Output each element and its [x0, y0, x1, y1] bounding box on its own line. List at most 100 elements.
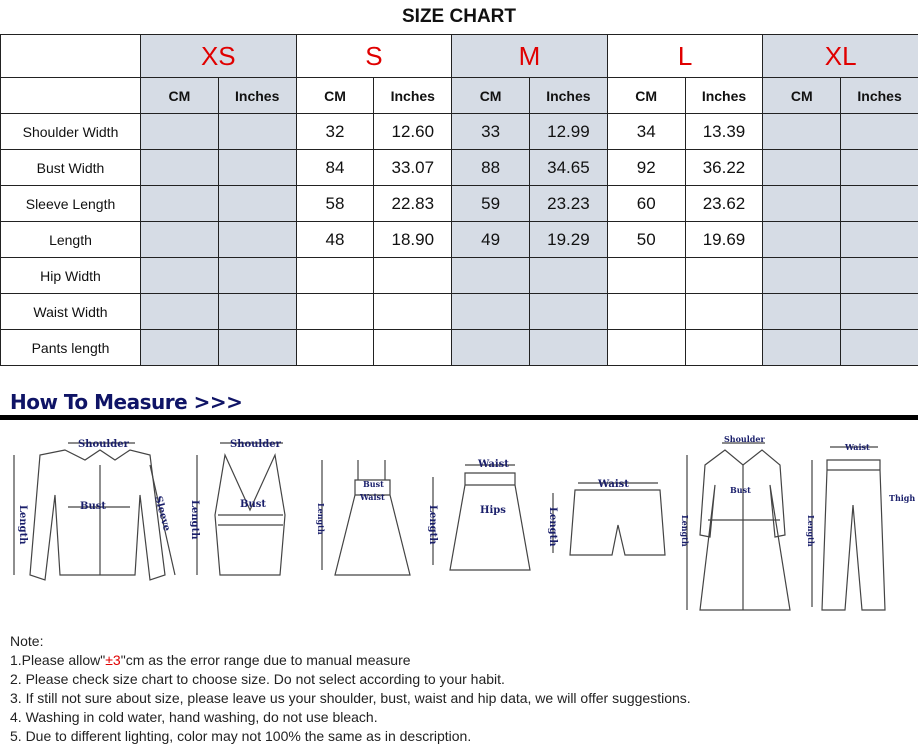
- value-cell: [840, 113, 918, 150]
- value-cell: 12.60: [373, 113, 453, 150]
- value-cell: 48: [295, 221, 375, 258]
- label-waist: Waist: [844, 442, 870, 452]
- table-row: Pants length: [0, 329, 918, 366]
- table-row: Shoulder Width 32 12.60 33 12.99 34 13.39: [0, 113, 918, 150]
- value-cell: [840, 293, 918, 330]
- value-cell: [762, 113, 842, 150]
- value-cell: 19.69: [684, 221, 764, 258]
- label-waist: Waist: [597, 479, 629, 490]
- size-header-row: XS S M L XL: [0, 34, 918, 78]
- unit-header: Inches: [840, 77, 918, 114]
- label-length: Length: [680, 515, 690, 547]
- value-cell: [451, 329, 530, 366]
- value-cell: [528, 293, 608, 330]
- value-cell: [840, 221, 918, 258]
- size-m: M: [451, 34, 608, 78]
- value-cell: 88: [451, 149, 530, 186]
- value-cell: [840, 149, 918, 186]
- measurement-diagrams: Shoulder Bust Length Sleeve Shoulder Bus…: [13, 434, 915, 611]
- value-cell: 60: [606, 185, 686, 222]
- unit-header: CM: [140, 77, 219, 114]
- value-cell: 12.99: [528, 113, 608, 150]
- label-length: Length: [547, 507, 558, 547]
- unit-header: Inches: [528, 77, 608, 114]
- unit-header: Inches: [373, 77, 453, 114]
- label-waist: Waist: [477, 459, 509, 470]
- shorts-diagram: [552, 482, 666, 556]
- value-cell: 58: [295, 185, 375, 222]
- value-cell: [762, 293, 842, 330]
- label-bust: Bust: [240, 499, 266, 510]
- value-cell: [217, 149, 297, 186]
- label-length: Length: [189, 500, 200, 540]
- value-cell: [217, 185, 297, 222]
- unit-header: CM: [295, 77, 375, 114]
- label-shoulder: Shoulder: [724, 434, 765, 444]
- value-cell: [684, 329, 764, 366]
- value-cell: 23.62: [684, 185, 764, 222]
- table-row: Waist Width: [0, 293, 918, 330]
- value-cell: [528, 257, 608, 294]
- notes: Note: 1.Please allow"±3"cm as the error …: [10, 632, 691, 746]
- value-cell: 23.23: [528, 185, 608, 222]
- row-label: Sleeve Length: [0, 185, 141, 222]
- note-5: 5. Due to different lighting, color may …: [10, 728, 472, 744]
- blouse-diagram: [13, 442, 176, 581]
- row-label: Waist Width: [0, 293, 141, 330]
- value-cell: [606, 293, 686, 330]
- value-cell: [217, 257, 297, 294]
- size-xs: XS: [140, 34, 297, 78]
- notes-heading: Note:: [10, 633, 44, 649]
- size-table: XS S M L XL CM Inches CM Inches CM Inches CM Inches C…: [0, 34, 918, 366]
- skirt-diagram: [432, 464, 531, 571]
- note-4: 4. Washing in cold water, hand washing, …: [10, 709, 378, 725]
- note-1-tolerance: ±3: [105, 652, 121, 668]
- value-cell: 32: [295, 113, 375, 150]
- value-cell: 50: [606, 221, 686, 258]
- table-row: Bust Width 84 33.07 88 34.65 92 36.22: [0, 149, 918, 186]
- note-1: 1.Please allow"±3"cm as the error range …: [10, 651, 691, 670]
- row-label: Bust Width: [0, 149, 141, 186]
- label-hips: Hips: [480, 505, 506, 516]
- table-row: Length 48 18.90 49 19.29 50 19.69: [0, 221, 918, 258]
- label-length: Length: [806, 515, 816, 547]
- value-cell: [840, 329, 918, 366]
- unit-header-row: CM Inches CM Inches CM Inches CM Inches CM Inches: [0, 77, 918, 114]
- label-length: Length: [316, 503, 326, 535]
- value-cell: [840, 257, 918, 294]
- value-cell: 19.29: [528, 221, 608, 258]
- value-cell: [140, 185, 219, 222]
- value-cell: [684, 293, 764, 330]
- value-cell: [762, 185, 842, 222]
- value-cell: [762, 257, 842, 294]
- value-cell: [295, 293, 375, 330]
- label-length: Length: [17, 505, 28, 545]
- size-s: S: [295, 34, 453, 78]
- note-1-text-end: "cm as the error range due to manual mea…: [120, 652, 411, 668]
- unit-header: CM: [451, 77, 530, 114]
- value-cell: [762, 221, 842, 258]
- note-2: 2. Please check size chart to choose siz…: [10, 671, 505, 687]
- value-cell: [140, 293, 219, 330]
- value-cell: [373, 257, 453, 294]
- value-cell: [840, 185, 918, 222]
- value-cell: 92: [606, 149, 686, 186]
- corner-cell: [0, 77, 141, 114]
- row-label: Hip Width: [0, 257, 141, 294]
- value-cell: [373, 293, 453, 330]
- value-cell: 33.07: [373, 149, 453, 186]
- value-cell: [295, 257, 375, 294]
- unit-header: Inches: [684, 77, 764, 114]
- value-cell: [295, 329, 375, 366]
- value-cell: [217, 221, 297, 258]
- label-thigh: Thigh: [889, 493, 915, 503]
- row-label: Pants length: [0, 329, 141, 366]
- value-cell: 84: [295, 149, 375, 186]
- unit-header: Inches: [217, 77, 297, 114]
- value-cell: 13.39: [684, 113, 764, 150]
- value-cell: [140, 221, 219, 258]
- value-cell: [762, 149, 842, 186]
- value-cell: [217, 329, 297, 366]
- value-cell: [606, 257, 686, 294]
- value-cell: [140, 113, 219, 150]
